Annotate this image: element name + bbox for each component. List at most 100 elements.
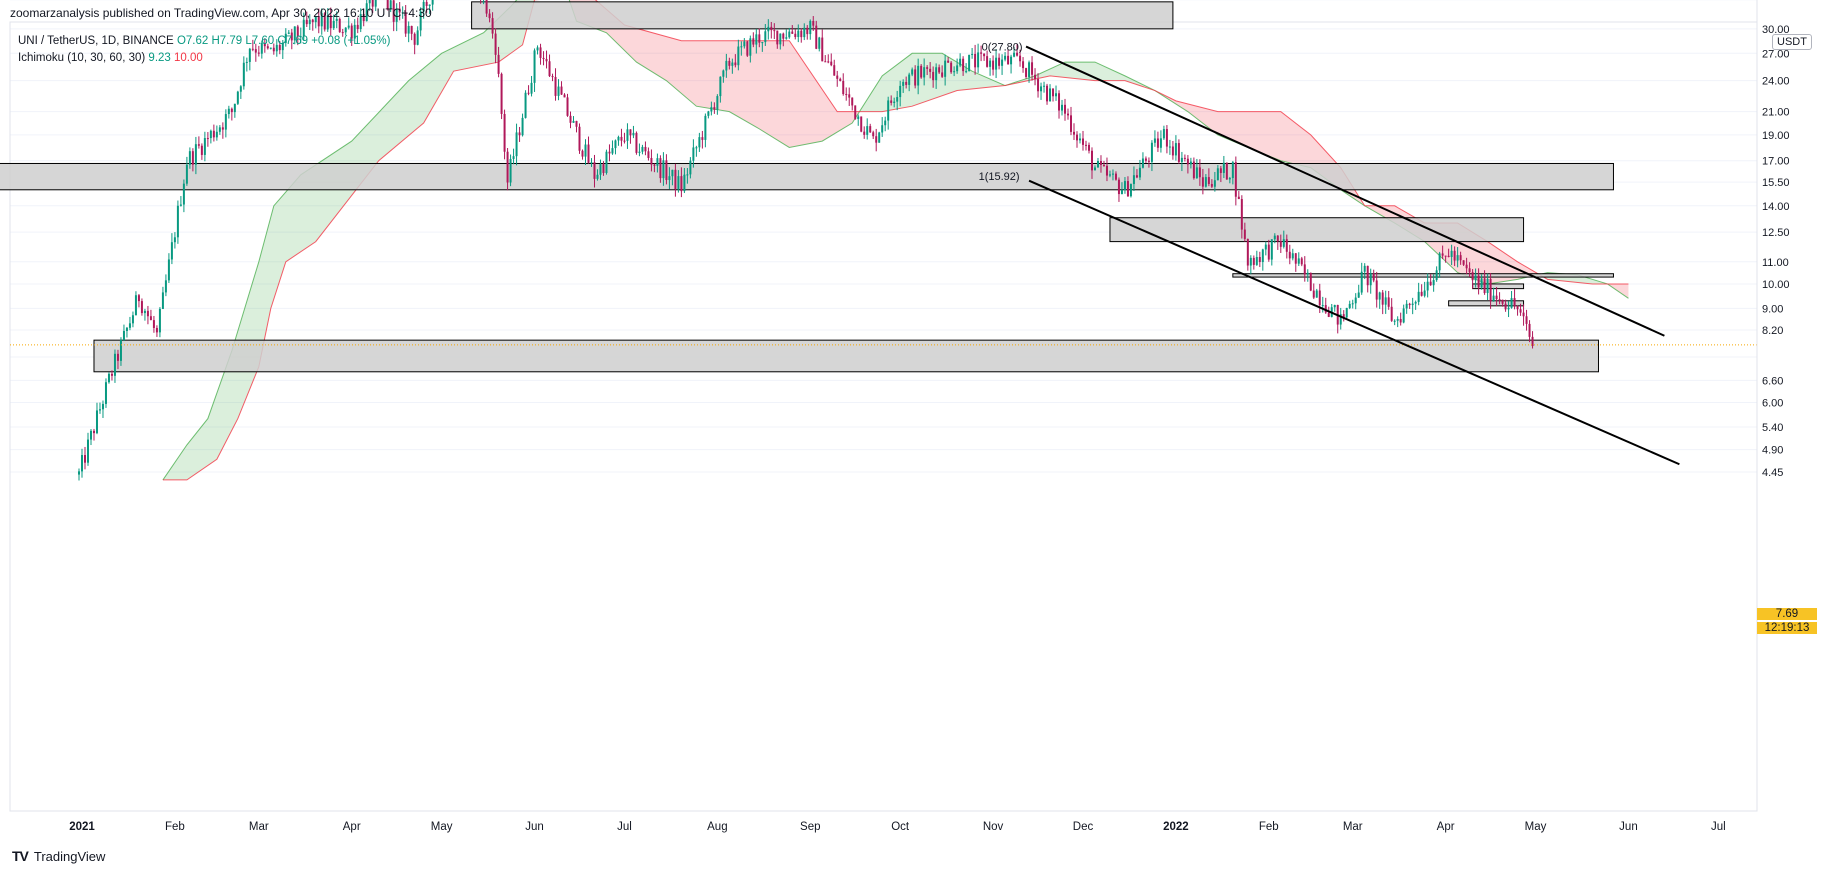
candle-body-252 [833, 65, 836, 76]
candle-body-438 [1390, 306, 1393, 321]
candle-body-171 [590, 162, 593, 164]
brand-name: TradingView [33, 848, 106, 864]
time-tick-label-14: Mar [1343, 821, 1363, 833]
candle-body-452 [1432, 280, 1435, 286]
candle-body-290 [947, 60, 950, 63]
candle-body-70 [287, 32, 290, 34]
candle-body-183 [626, 129, 629, 141]
candle-body-251 [830, 61, 833, 66]
candle-body-260 [857, 116, 860, 119]
candle-body-8 [101, 403, 104, 410]
candle-body-340 [1096, 161, 1099, 168]
candle-body-307 [998, 57, 1001, 66]
time-tick-label-7: Aug [707, 821, 727, 833]
candle-body-162 [563, 94, 566, 98]
candle-body-90 [347, 25, 350, 28]
price-tick-label-14: 19.00 [1762, 130, 1790, 142]
footer-branding[interactable]: TV TradingView [12, 848, 105, 864]
candle-body-416 [1324, 305, 1327, 313]
axes[interactable]: 4.45 4.90 5.40 6.00 6.60 8.20 9.00 10.00 11.00 12… [10, 0, 1790, 833]
candle-body-16 [125, 327, 128, 332]
candle-body-25 [152, 320, 155, 328]
candle-body-447 [1417, 291, 1420, 302]
candle-body-34 [179, 204, 182, 206]
candle-body-324 [1049, 88, 1052, 102]
candle-body-285 [932, 71, 935, 81]
candle-body-334 [1078, 138, 1081, 141]
candle-body-380 [1216, 168, 1219, 181]
candle-body-177 [608, 151, 611, 154]
candle-body-236 [785, 37, 788, 39]
candle-body-445 [1411, 303, 1414, 306]
time-tick-label-11: Dec [1073, 821, 1094, 833]
candle-body-313 [1016, 52, 1019, 56]
trendline-1 [1028, 179, 1680, 466]
candle-body-469 [1483, 278, 1486, 294]
candle-body-268 [881, 125, 884, 133]
candle-body-404 [1288, 251, 1291, 259]
candle-body-456 [1444, 255, 1447, 257]
candle-body-289 [944, 60, 947, 77]
candle-body-341 [1099, 161, 1102, 165]
candle-body-229 [764, 31, 767, 43]
candle-body-442 [1402, 308, 1405, 323]
candle-body-269 [884, 120, 887, 126]
candle-body-305 [992, 60, 995, 70]
candle-body-220 [737, 46, 740, 66]
candle-body-361 [1159, 138, 1162, 148]
candle-body-480 [1516, 306, 1519, 310]
candle-body-222 [743, 41, 746, 47]
price-tick-label-12: 15.50 [1762, 177, 1790, 189]
candle-body-353 [1135, 175, 1138, 178]
candle-body-434 [1378, 292, 1381, 300]
candle-body-477 [1507, 307, 1510, 310]
candle-body-86 [335, 18, 338, 21]
candle-body-278 [911, 69, 914, 75]
time-tick-label-12: 2022 [1163, 821, 1189, 833]
candle-body-337 [1087, 144, 1090, 151]
candle-body-437 [1387, 297, 1390, 307]
candle-body-461 [1459, 255, 1462, 261]
support-resistance-zones[interactable] [0, 1, 1614, 373]
currency-unit-badge[interactable]: USDT [1772, 34, 1812, 50]
candle-body-357 [1147, 160, 1150, 162]
chart-legend: UNI / TetherUS, 1D, BINANCE O7.62 H7.79 … [18, 33, 390, 67]
candle-body-110 [407, 25, 410, 34]
candle-body-98 [371, 0, 374, 7]
candle-body-256 [845, 94, 848, 96]
candle-body-388 [1240, 199, 1243, 230]
candle-body-258 [851, 97, 854, 106]
candle-body-412 [1312, 290, 1315, 298]
candle-body-483 [1525, 316, 1528, 324]
candle-body-423 [1345, 307, 1348, 318]
candle-body-106 [395, 8, 398, 22]
candle-body-257 [848, 94, 851, 98]
candle-body-196 [665, 160, 668, 181]
candle-body-424 [1348, 303, 1351, 308]
candle-body-26 [155, 327, 158, 333]
candle-body-65 [272, 47, 275, 52]
candle-body-45 [212, 130, 215, 138]
trend-channel[interactable] [1025, 45, 1680, 466]
candle-body-147 [518, 132, 521, 136]
candle-body-160 [557, 86, 560, 96]
candle-body-382 [1222, 162, 1225, 173]
candle-body-265 [872, 132, 875, 137]
symbol-legend-row[interactable]: UNI / TetherUS, 1D, BINANCE O7.62 H7.79 … [18, 33, 390, 50]
candle-body-197 [668, 176, 671, 181]
candle-body-5 [92, 430, 95, 434]
indicator-legend-row[interactable]: Ichimoku (10, 30, 60, 30) 9.23 10.00 [18, 50, 390, 67]
candle-body-201 [680, 176, 683, 192]
candle-body-111 [410, 25, 413, 34]
candle-body-408 [1300, 258, 1303, 265]
candle-body-282 [923, 67, 926, 78]
trendline-0 [1025, 45, 1665, 337]
candle-body-432 [1372, 273, 1375, 281]
candle-body-457 [1447, 255, 1450, 258]
candle-body-207 [698, 137, 701, 148]
candle-body-481 [1519, 309, 1522, 313]
candle-body-203 [686, 174, 689, 176]
candle-body-350 [1126, 181, 1129, 197]
candle-body-235 [782, 33, 785, 39]
